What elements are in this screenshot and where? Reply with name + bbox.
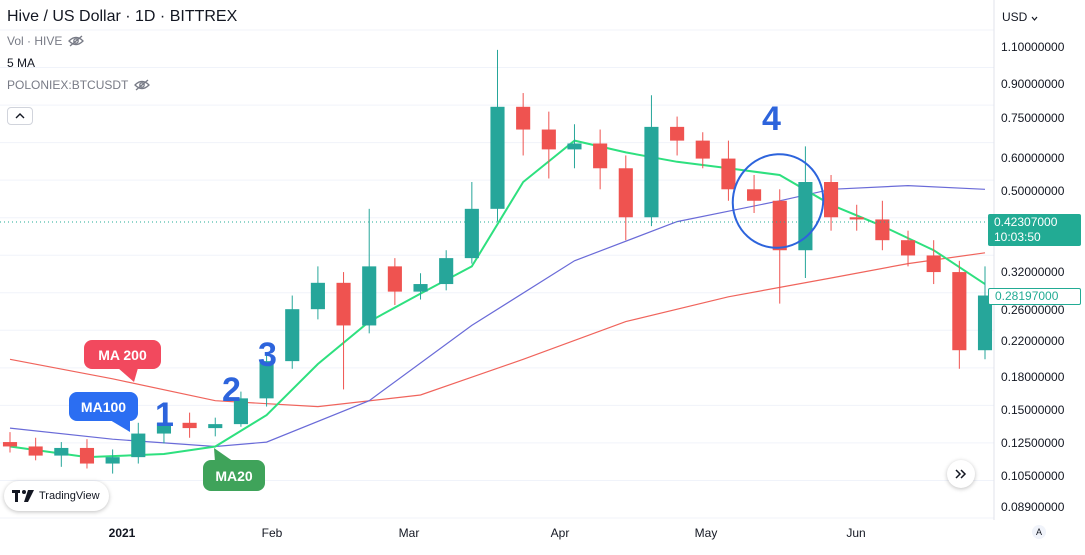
- candle-body: [644, 126, 659, 218]
- ma-row[interactable]: 5 MA: [7, 55, 237, 70]
- y-tick-label: 0.75000000: [1001, 111, 1065, 125]
- candle-body: [747, 189, 762, 201]
- candle-body: [285, 309, 300, 362]
- candle-body: [926, 255, 941, 273]
- candle-body: [28, 446, 43, 456]
- x-tick-label: Feb: [261, 526, 283, 540]
- ma100-callout: MA100: [69, 392, 138, 421]
- y-tick-label: 0.18000000: [1001, 370, 1065, 384]
- last-price-tag: 0.42307000 10:03:50: [988, 214, 1081, 246]
- y-tick-label: 0.08900000: [1001, 500, 1065, 514]
- y-tick-label: 0.26000000: [1001, 303, 1065, 317]
- candle-body: [362, 266, 377, 326]
- double-chevron-right-icon: [955, 469, 967, 479]
- candle-body: [952, 272, 967, 351]
- ma-label: 5 MA: [7, 55, 36, 70]
- y-tick-label: 0.12500000: [1001, 436, 1065, 450]
- candle-body: [439, 258, 454, 285]
- eye-off-icon[interactable]: [134, 79, 151, 91]
- ma100-line: [9, 184, 986, 448]
- candle-body: [156, 422, 172, 434]
- volume-row[interactable]: Vol · HIVE: [7, 33, 237, 48]
- candle-body: [721, 158, 736, 190]
- candle-body: [490, 106, 505, 209]
- candle-body: [593, 143, 608, 169]
- ma200-pointer: [118, 368, 138, 382]
- currency-label: USD: [1002, 10, 1028, 24]
- candle-body: [977, 295, 993, 351]
- ma200-callout: MA 200: [84, 340, 161, 369]
- candle-body: [233, 398, 248, 425]
- candle-body: [849, 217, 864, 220]
- candle-body: [79, 447, 95, 464]
- candle-body: [131, 433, 146, 458]
- candle-body: [541, 129, 556, 150]
- scroll-to-realtime-button[interactable]: [947, 460, 975, 488]
- ma20-pointer: [214, 448, 234, 462]
- eye-off-icon[interactable]: [68, 35, 85, 47]
- compare-row[interactable]: POLONIEX:BTCUSDT: [7, 77, 237, 92]
- candle-body: [772, 200, 787, 251]
- candle-body: [900, 240, 916, 256]
- y-tick-label: 0.32000000: [1001, 265, 1065, 279]
- y-tick-label: 1.10000000: [1001, 40, 1065, 54]
- annotation-number-3: 3: [258, 336, 277, 374]
- y-tick-label: 0.50000000: [1001, 184, 1065, 198]
- annotation-number-1: 1: [155, 396, 174, 434]
- compare-label: POLONIEX:BTCUSDT: [7, 77, 129, 92]
- auto-scale-button[interactable]: A: [1032, 525, 1046, 539]
- candle-body: [54, 447, 69, 456]
- collapse-legend-button[interactable]: [7, 107, 33, 125]
- candle-body: [516, 106, 531, 130]
- y-tick-label: 0.22000000: [1001, 334, 1065, 348]
- candle-body: [182, 422, 197, 429]
- candle-body: [2, 442, 18, 447]
- candle-body: [618, 168, 633, 218]
- x-tick-label: Jun: [846, 526, 866, 540]
- y-tick-label: 0.60000000: [1001, 151, 1065, 165]
- candle-body: [387, 266, 402, 292]
- candle-body: [259, 361, 274, 399]
- compare-price-tag: 0.28197000: [988, 288, 1081, 305]
- ma100-pointer: [110, 420, 130, 432]
- candle-body: [464, 208, 479, 259]
- last-price-value: 0.42307000: [994, 215, 1058, 229]
- x-tick-label: Apr: [550, 526, 570, 540]
- chart-legend: Hive / US Dollar · 1D · BITTREX Vol · HI…: [7, 8, 237, 92]
- annotation-number-2: 2: [222, 371, 241, 409]
- bar-countdown: 10:03:50: [994, 230, 1041, 244]
- chevron-down-icon: [1031, 16, 1038, 21]
- tradingview-logo[interactable]: TradingView: [4, 481, 109, 511]
- candle-body: [310, 282, 325, 310]
- candle-body: [336, 282, 351, 326]
- y-tick-label: 0.15000000: [1001, 403, 1065, 417]
- ma20-callout: MA20: [203, 460, 265, 491]
- candle-body: [670, 126, 685, 141]
- ma200-line: [9, 252, 986, 408]
- candle-body: [875, 219, 890, 241]
- candle-body: [695, 140, 710, 159]
- currency-selector[interactable]: USD: [1002, 10, 1038, 24]
- highlight-circle: [731, 153, 825, 249]
- candle-body: [567, 143, 582, 150]
- x-tick-label: May: [694, 526, 718, 540]
- x-tick-label: Mar: [398, 526, 420, 540]
- candle-body: [208, 424, 223, 429]
- volume-label: Vol · HIVE: [7, 33, 63, 48]
- symbol-title[interactable]: Hive / US Dollar · 1D · BITTREX: [7, 8, 238, 25]
- y-tick-label: 0.90000000: [1001, 77, 1065, 91]
- chevron-up-icon: [15, 113, 25, 119]
- candle-body: [105, 457, 120, 464]
- x-tick-label: 2021: [108, 526, 136, 540]
- tradingview-label: TradingView: [39, 490, 100, 502]
- tradingview-icon: [12, 490, 34, 502]
- candle-body: [823, 182, 839, 218]
- annotation-number-4: 4: [762, 100, 781, 138]
- y-tick-label: 0.10500000: [1001, 469, 1065, 483]
- candle-body: [413, 284, 428, 292]
